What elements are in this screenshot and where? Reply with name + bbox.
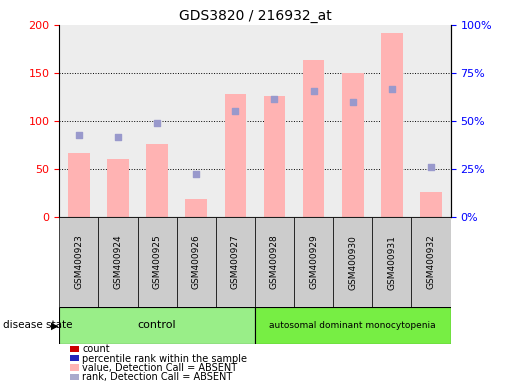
Bar xyxy=(294,25,333,217)
Bar xyxy=(216,217,255,307)
Text: GSM400924: GSM400924 xyxy=(113,235,123,290)
Bar xyxy=(59,307,255,344)
Bar xyxy=(138,25,177,217)
Bar xyxy=(185,199,207,217)
Point xyxy=(153,120,161,126)
Point xyxy=(75,132,83,139)
Bar xyxy=(255,217,294,307)
Bar xyxy=(98,217,138,307)
Text: GSM400928: GSM400928 xyxy=(270,235,279,290)
Bar xyxy=(216,25,255,217)
Text: ▶: ▶ xyxy=(50,320,58,331)
Bar xyxy=(294,217,333,307)
Point xyxy=(192,171,200,177)
Bar xyxy=(264,96,285,217)
Text: GSM400926: GSM400926 xyxy=(192,235,201,290)
Text: control: control xyxy=(138,320,176,331)
Bar xyxy=(381,33,403,217)
Bar xyxy=(68,153,90,217)
Bar xyxy=(138,217,177,307)
Bar xyxy=(411,25,451,217)
Bar xyxy=(98,25,138,217)
Point xyxy=(388,86,396,93)
Bar xyxy=(411,217,451,307)
Bar xyxy=(59,217,98,307)
Bar xyxy=(255,25,294,217)
Point xyxy=(231,108,239,114)
Text: GSM400932: GSM400932 xyxy=(426,235,436,290)
Point xyxy=(349,99,357,105)
Text: rank, Detection Call = ABSENT: rank, Detection Call = ABSENT xyxy=(82,372,233,382)
Text: count: count xyxy=(82,344,110,354)
Bar xyxy=(303,61,324,217)
Bar xyxy=(333,217,372,307)
Bar xyxy=(225,94,246,217)
Text: GSM400931: GSM400931 xyxy=(387,235,397,290)
Text: GSM400925: GSM400925 xyxy=(152,235,162,290)
Bar xyxy=(420,192,442,217)
Text: GSM400929: GSM400929 xyxy=(309,235,318,290)
Bar xyxy=(177,25,216,217)
Bar xyxy=(177,217,216,307)
Point xyxy=(310,88,318,94)
Bar xyxy=(59,25,98,217)
Title: GDS3820 / 216932_at: GDS3820 / 216932_at xyxy=(179,8,331,23)
Text: disease state: disease state xyxy=(3,320,72,331)
Text: autosomal dominant monocytopenia: autosomal dominant monocytopenia xyxy=(269,321,436,330)
Bar xyxy=(342,73,364,217)
Bar xyxy=(107,159,129,217)
Text: GSM400930: GSM400930 xyxy=(348,235,357,290)
Text: GSM400927: GSM400927 xyxy=(231,235,240,290)
Bar xyxy=(333,25,372,217)
Text: percentile rank within the sample: percentile rank within the sample xyxy=(82,354,247,364)
Bar xyxy=(255,307,451,344)
Bar xyxy=(372,217,411,307)
Bar xyxy=(372,25,411,217)
Point xyxy=(427,164,435,170)
Point xyxy=(270,96,279,102)
Text: GSM400923: GSM400923 xyxy=(74,235,83,290)
Text: value, Detection Call = ABSENT: value, Detection Call = ABSENT xyxy=(82,363,237,373)
Bar xyxy=(146,144,168,217)
Point xyxy=(114,134,122,141)
